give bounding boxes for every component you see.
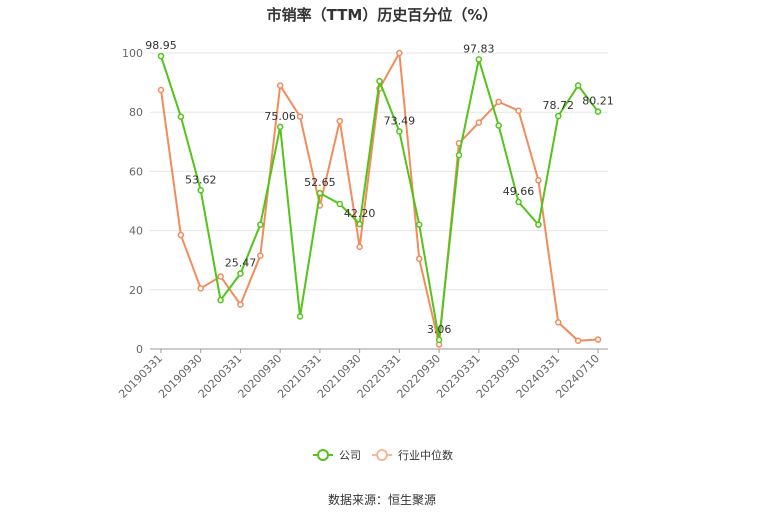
data-source: 数据来源：恒生聚源 xyxy=(328,492,436,507)
data-point-company[interactable] xyxy=(475,56,483,63)
data-point-industry[interactable] xyxy=(515,107,522,114)
legend-company-label: 公司 xyxy=(339,449,361,462)
chart-title: 市销率（TTM）历史百分位（%） xyxy=(267,6,498,24)
data-point-industry[interactable] xyxy=(257,252,264,260)
data-point-company[interactable] xyxy=(555,112,562,120)
y-axis: 0 20 40 60 80 100 xyxy=(122,47,143,356)
data-point-company[interactable] xyxy=(574,82,582,89)
data-point-company[interactable] xyxy=(594,108,602,115)
data-point-company[interactable] xyxy=(515,198,522,206)
data-point-company[interactable] xyxy=(217,296,224,304)
data-point-industry[interactable] xyxy=(535,177,542,184)
data-point-company[interactable] xyxy=(237,270,244,277)
data-point-industry[interactable] xyxy=(574,337,582,344)
data-point-company[interactable] xyxy=(197,187,204,194)
data-label: 25.47 xyxy=(225,257,257,270)
data-label: 80.21 xyxy=(582,95,614,108)
data-label: 75.06 xyxy=(264,110,296,123)
data-point-company[interactable] xyxy=(455,151,463,159)
data-labels: 98.95 53.62 25.47 75.06 52.65 42.20 73.49 3.06 9… xyxy=(145,39,614,336)
data-point-industry[interactable] xyxy=(396,49,403,57)
data-point-company[interactable] xyxy=(336,200,344,208)
y-tick-label: 0 xyxy=(136,343,143,356)
legend-industry-marker xyxy=(376,449,388,461)
grid-lines xyxy=(150,52,608,291)
data-label: 3.06 xyxy=(427,323,452,336)
legend-industry-label: 行业中位数 xyxy=(398,448,453,462)
data-point-industry[interactable] xyxy=(296,113,304,120)
data-label: 49.66 xyxy=(503,185,535,198)
data-point-industry[interactable] xyxy=(237,301,244,308)
data-point-company[interactable] xyxy=(316,189,324,197)
y-tick-label: 60 xyxy=(129,165,143,178)
data-point-industry[interactable] xyxy=(157,86,165,94)
data-point-company[interactable] xyxy=(276,123,284,131)
data-point-industry[interactable] xyxy=(177,231,185,239)
legend[interactable]: 公司 行业中位数 xyxy=(313,448,453,462)
data-label: 42.20 xyxy=(344,207,376,220)
series-layer xyxy=(157,49,602,348)
data-point-industry[interactable] xyxy=(197,285,204,292)
data-point-company[interactable] xyxy=(376,77,383,85)
data-label: 73.49 xyxy=(384,114,416,127)
y-tick-label: 100 xyxy=(122,47,143,60)
y-tick-label: 80 xyxy=(129,106,143,119)
series-line-company xyxy=(160,55,599,341)
data-label: 98.95 xyxy=(145,39,177,52)
data-point-industry[interactable] xyxy=(336,117,344,125)
data-label: 52.65 xyxy=(304,176,336,189)
data-point-company[interactable] xyxy=(435,336,443,344)
data-label: 78.72 xyxy=(543,99,575,112)
data-point-company[interactable] xyxy=(495,122,502,129)
data-point-company[interactable] xyxy=(535,221,542,228)
series-line-industry xyxy=(160,52,599,346)
legend-company-marker xyxy=(317,449,329,461)
data-point-company[interactable] xyxy=(396,128,403,135)
x-axis: 2019033120190930202003312020093020210331… xyxy=(116,348,608,401)
data-point-industry[interactable] xyxy=(475,119,483,126)
legend-item-company[interactable]: 公司 xyxy=(313,449,361,462)
legend-item-industry[interactable]: 行业中位数 xyxy=(372,448,453,462)
y-tick-label: 20 xyxy=(129,284,143,297)
data-point-company[interactable] xyxy=(157,52,165,60)
data-point-industry[interactable] xyxy=(555,319,562,326)
data-point-company[interactable] xyxy=(296,313,304,320)
data-label: 53.62 xyxy=(185,173,217,186)
data-point-industry[interactable] xyxy=(495,98,502,106)
data-point-company[interactable] xyxy=(257,221,264,228)
y-tick-label: 40 xyxy=(129,225,143,238)
data-point-company[interactable] xyxy=(356,220,363,228)
data-point-industry[interactable] xyxy=(217,273,224,280)
data-point-industry[interactable] xyxy=(415,255,423,262)
data-point-industry[interactable] xyxy=(594,336,602,343)
data-point-industry[interactable] xyxy=(356,243,363,251)
data-label: 97.83 xyxy=(463,42,495,55)
x-tick-label: 20240710 xyxy=(553,352,602,401)
data-point-company[interactable] xyxy=(177,113,185,120)
data-point-company[interactable] xyxy=(415,221,423,228)
data-point-industry[interactable] xyxy=(276,82,284,89)
